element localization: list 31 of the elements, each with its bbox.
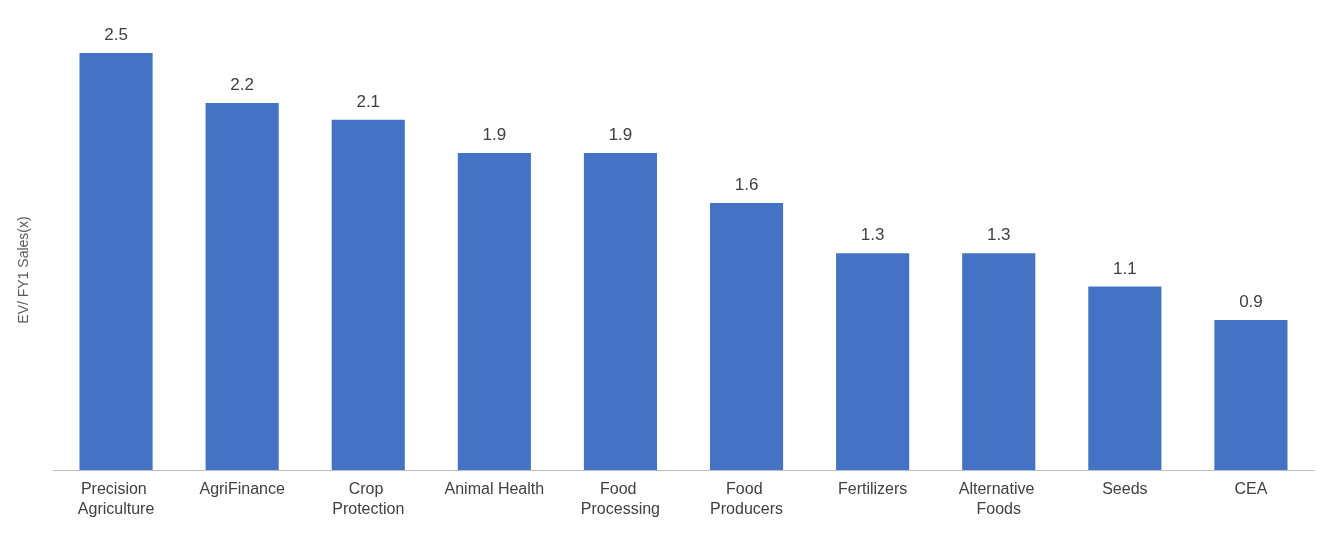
data-label: 1.3 (860, 225, 885, 245)
x-tick-label: Food Producers (710, 479, 784, 517)
x-tick-label: Crop Protection (332, 479, 405, 517)
x-tick-label: Animal Health (444, 479, 545, 497)
x-tick-label: AgriFinance (199, 479, 285, 497)
data-label: 1.9 (482, 125, 507, 145)
bar (457, 153, 531, 470)
bar (79, 53, 153, 470)
data-label: 1.9 (608, 125, 633, 145)
data-label: 1.3 (986, 225, 1011, 245)
bar (583, 153, 658, 470)
bar (962, 253, 1036, 470)
data-label: 1.6 (734, 175, 759, 195)
bar (331, 119, 405, 470)
data-label: 0.9 (1239, 291, 1263, 311)
x-tick-label: Fertilizers (837, 479, 908, 497)
bar (836, 253, 910, 470)
x-tick-label: CEA (1234, 479, 1268, 497)
data-label: 2.2 (230, 75, 254, 95)
data-label: 2.1 (356, 91, 381, 111)
x-tick-label: Seeds (1102, 479, 1148, 497)
data-label: 2.5 (104, 25, 128, 44)
bar (1088, 286, 1162, 470)
bar (1214, 319, 1288, 470)
x-tick-label: Food Processing (580, 479, 661, 517)
data-label: 1.1 (1113, 258, 1137, 278)
x-tick-label: Precision Agriculture (77, 479, 155, 517)
x-tick-label: Alternative Foods (958, 479, 1039, 517)
bar (709, 203, 784, 470)
bar (205, 103, 279, 470)
y-axis-title: EV/ FY1 Sales(x) (15, 216, 31, 324)
